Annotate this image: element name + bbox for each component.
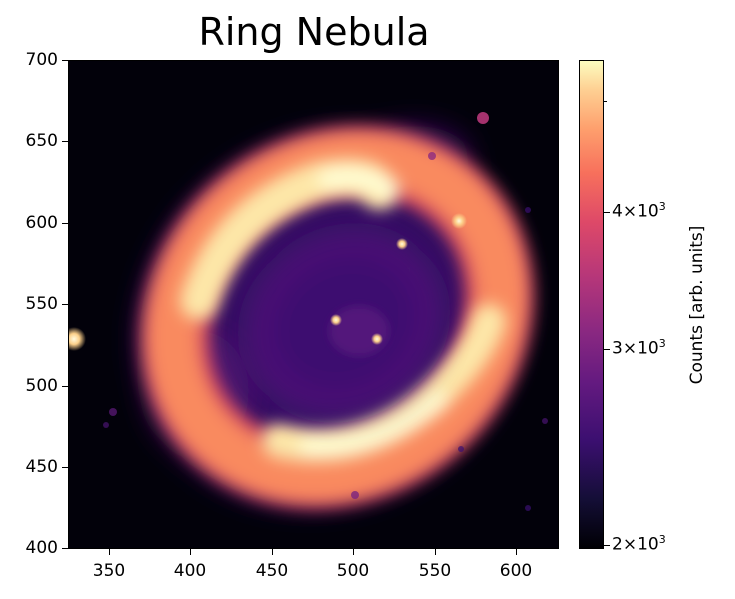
x-tick <box>272 549 273 555</box>
x-tick <box>516 549 517 555</box>
x-tick <box>109 549 110 555</box>
colorbar-tick-label: 2×103 <box>612 533 666 555</box>
colorbar-minor-tick <box>604 101 607 102</box>
colorbar-tick <box>604 212 610 213</box>
colorbar-tick-label: 3×103 <box>612 337 666 359</box>
x-tick-label: 400 <box>173 561 207 581</box>
x-tick <box>435 549 436 555</box>
y-tick-label: 600 <box>25 213 58 233</box>
x-tick <box>353 549 354 555</box>
colorbar-tick <box>604 545 610 546</box>
x-tick-label: 500 <box>336 561 370 581</box>
y-tick-label: 500 <box>25 376 58 396</box>
y-tick <box>62 60 68 61</box>
y-tick <box>62 386 68 387</box>
plot-title: Ring Nebula <box>198 10 430 54</box>
colorbar-label: Counts [arb. units] <box>687 225 707 385</box>
x-tick-label: 350 <box>92 561 126 581</box>
y-tick-label: 400 <box>25 538 58 558</box>
y-tick <box>62 304 68 305</box>
y-tick-label: 450 <box>25 457 58 477</box>
y-tick <box>62 223 68 224</box>
nebula-image-svg <box>69 61 558 548</box>
y-tick-label: 550 <box>25 294 58 314</box>
x-tick-label: 450 <box>255 561 289 581</box>
colorbar-tick <box>604 349 610 350</box>
y-tick <box>62 467 68 468</box>
nebula-image <box>68 60 559 549</box>
x-tick <box>190 549 191 555</box>
y-tick-label: 650 <box>25 131 58 151</box>
y-tick <box>62 548 68 549</box>
x-tick-label: 550 <box>418 561 452 581</box>
x-tick-label: 600 <box>499 561 533 581</box>
y-tick <box>62 141 68 142</box>
y-tick-label: 700 <box>25 50 58 70</box>
colorbar-tick-label: 4×103 <box>612 200 666 222</box>
colorbar <box>579 60 604 549</box>
